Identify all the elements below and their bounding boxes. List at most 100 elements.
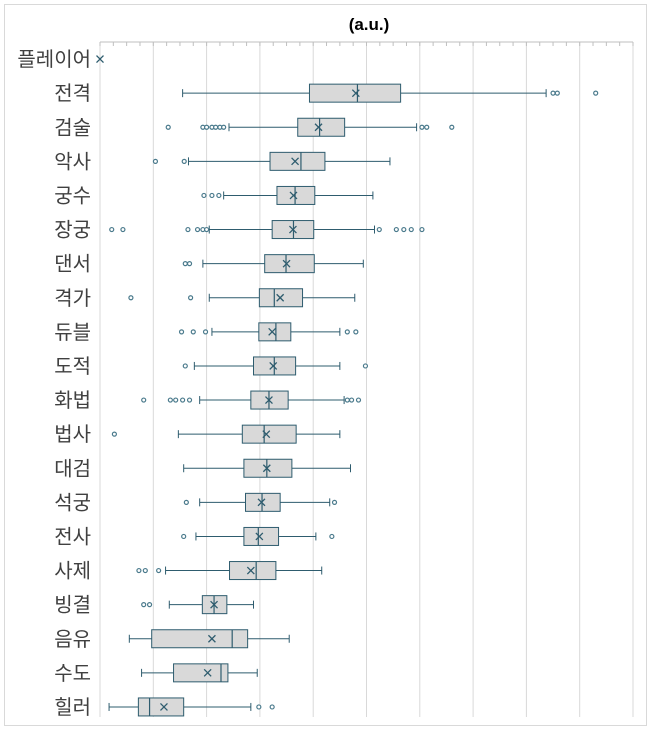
mean-marker-stroke bbox=[291, 157, 300, 166]
mean-marker bbox=[96, 55, 104, 64]
outlier-point bbox=[182, 261, 188, 267]
iqr-box bbox=[264, 254, 315, 274]
outlier-point bbox=[178, 329, 185, 335]
category-label: 수도 bbox=[54, 661, 91, 685]
outlier-point bbox=[152, 158, 159, 164]
mean-marker-stroke bbox=[289, 191, 298, 200]
iqr-box bbox=[243, 458, 293, 478]
outlier-point bbox=[202, 329, 209, 335]
mean-marker bbox=[255, 532, 264, 541]
box-11 bbox=[141, 390, 362, 410]
outlier-point bbox=[201, 192, 207, 199]
iqr-box bbox=[229, 561, 277, 581]
outlier-point bbox=[209, 192, 215, 199]
outlier-point bbox=[142, 567, 148, 574]
outlier-point bbox=[120, 226, 126, 233]
box-5 bbox=[201, 185, 374, 205]
mean-marker-stroke bbox=[257, 498, 266, 507]
outlier-point bbox=[329, 533, 335, 540]
mean-marker bbox=[210, 600, 219, 609]
iqr-box bbox=[245, 492, 281, 512]
mean-marker bbox=[314, 123, 323, 132]
outlier-point bbox=[204, 124, 210, 130]
mean-marker-stroke bbox=[265, 396, 273, 405]
category-labels: 플레이어전격검술악사궁수장궁댄서격가듀블도적화법법사대검석궁전사사제빙결음유수도… bbox=[17, 47, 91, 719]
category-label: 검술 bbox=[54, 115, 91, 139]
outlier-point bbox=[362, 363, 369, 369]
outlier-point bbox=[141, 397, 147, 403]
outlier-point bbox=[194, 226, 201, 233]
outlier-point bbox=[173, 397, 179, 403]
outlier-point bbox=[550, 90, 556, 96]
outlier-point bbox=[109, 226, 115, 233]
category-label: 도적 bbox=[54, 354, 91, 378]
outlier-point bbox=[554, 90, 560, 96]
box-7 bbox=[182, 254, 364, 274]
mean-marker bbox=[269, 361, 278, 370]
category-label: 댄서 bbox=[54, 252, 91, 276]
mean-marker-stroke bbox=[268, 327, 277, 336]
iqr-box bbox=[258, 322, 292, 342]
iqr-box bbox=[151, 629, 249, 649]
grid-lines bbox=[99, 41, 634, 717]
outlier-point bbox=[213, 124, 219, 130]
iqr-box bbox=[297, 117, 346, 137]
iqr-box bbox=[269, 151, 326, 171]
outlier-point bbox=[128, 295, 134, 301]
box-18 bbox=[128, 629, 290, 649]
box-3 bbox=[165, 117, 455, 137]
box-12 bbox=[111, 424, 341, 444]
outlier-point bbox=[593, 90, 599, 96]
category-label: 빙결 bbox=[54, 593, 91, 617]
box-13 bbox=[183, 458, 352, 478]
outlier-point bbox=[348, 397, 355, 403]
mean-marker-stroke bbox=[160, 702, 168, 711]
mean-marker bbox=[246, 566, 255, 575]
mean-marker-stroke bbox=[282, 259, 291, 268]
chart-frame: (a.u.) 플레이어 전격 검술 악사 궁수 장궁 댄서 격가 듀블 도적 화법 법사 대검 석궁 전사 사… bbox=[4, 4, 647, 726]
outlier-point bbox=[146, 602, 153, 608]
box-20 bbox=[108, 697, 275, 717]
mean-marker bbox=[257, 498, 266, 507]
outlier-point bbox=[183, 499, 189, 505]
outlier-point bbox=[408, 226, 414, 233]
outlier-point bbox=[419, 226, 425, 233]
outlier-point bbox=[353, 329, 359, 335]
outlier-point bbox=[344, 329, 350, 335]
category-label: 대검 bbox=[54, 456, 91, 480]
outlier-point bbox=[449, 124, 455, 130]
category-label: 힐러 bbox=[54, 695, 91, 719]
mean-marker bbox=[207, 634, 216, 643]
outlier-point bbox=[344, 397, 350, 403]
box-19 bbox=[141, 663, 258, 683]
mean-marker-stroke bbox=[207, 634, 216, 643]
outlier-point bbox=[204, 226, 210, 233]
mean-marker-stroke bbox=[255, 532, 264, 541]
mean-marker bbox=[265, 396, 273, 405]
box-10 bbox=[182, 356, 369, 376]
outlier-point bbox=[185, 226, 191, 233]
box-series bbox=[96, 55, 599, 717]
iqr-box bbox=[241, 424, 297, 444]
mean-marker-stroke bbox=[262, 430, 271, 439]
box-6 bbox=[109, 220, 425, 240]
outlier-point bbox=[136, 567, 142, 574]
outlier-point bbox=[181, 533, 187, 540]
outlier-point bbox=[111, 431, 117, 437]
category-label: 석궁 bbox=[54, 490, 91, 514]
category-label: 사제 bbox=[54, 559, 91, 583]
outlier-point bbox=[401, 226, 407, 233]
mean-marker-stroke bbox=[276, 293, 285, 302]
outlier-point bbox=[419, 124, 425, 130]
outlier-point bbox=[186, 261, 193, 267]
outlier-point bbox=[221, 124, 227, 130]
box-4 bbox=[152, 151, 391, 171]
category-label: 전격 bbox=[54, 81, 91, 105]
iqr-box bbox=[137, 697, 185, 717]
box-2 bbox=[182, 83, 599, 103]
box-16 bbox=[136, 561, 323, 581]
category-label: 격가 bbox=[54, 286, 91, 310]
box-17 bbox=[141, 595, 255, 615]
outlier-point bbox=[190, 329, 196, 335]
mean-marker bbox=[351, 89, 360, 98]
